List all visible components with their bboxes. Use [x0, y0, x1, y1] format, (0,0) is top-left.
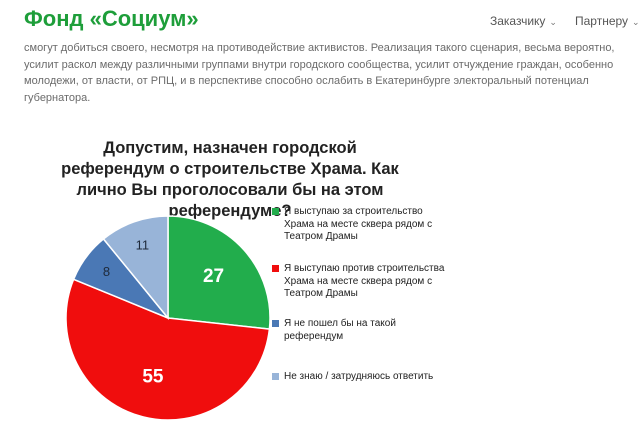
- data-label: 11: [136, 237, 150, 252]
- legend-text: Я не пошел бы на такой референдум: [284, 318, 396, 342]
- legend-entry: Не знаю / затрудняюсь ответить: [272, 371, 449, 384]
- legend-text: Не знаю / затрудняюсь ответить: [284, 371, 434, 382]
- legend-swatch: [272, 208, 279, 215]
- paragraph: смогут добиться своего, несмотря на прот…: [24, 42, 615, 104]
- nav-link[interactable]: Заказчику ⌄: [490, 14, 557, 28]
- legend-swatch: [272, 320, 279, 327]
- legend-entry: Я выступаю за строительство Храма на мес…: [272, 206, 449, 244]
- data-label: 8: [103, 264, 110, 279]
- legend-swatch: [272, 265, 279, 272]
- pie-slice: [102, 215, 169, 321]
- pie-slice: [167, 215, 271, 330]
- data-label: 27: [203, 266, 224, 287]
- site-title[interactable]: Фонд «Социум»: [24, 6, 199, 31]
- nav-text[interactable]: Партнеру: [575, 14, 629, 28]
- chart-title: Допустим, назначен городской референдум …: [61, 139, 399, 220]
- nav-link[interactable]: Партнеру ⌄: [575, 14, 640, 28]
- legend-entry: Я не пошел бы на такой референдум: [272, 318, 449, 343]
- legend-text: Я выступаю против строительства Храма на…: [284, 263, 445, 299]
- legend-text: Я выступаю за строительство Храма на мес…: [284, 206, 433, 242]
- data-label: 55: [142, 366, 164, 387]
- nav-text[interactable]: Заказчику: [490, 14, 546, 28]
- legend-entry: Я выступаю против строительства Храма на…: [272, 263, 449, 301]
- legend-swatch: [272, 373, 279, 380]
- pie-slice: [65, 278, 271, 421]
